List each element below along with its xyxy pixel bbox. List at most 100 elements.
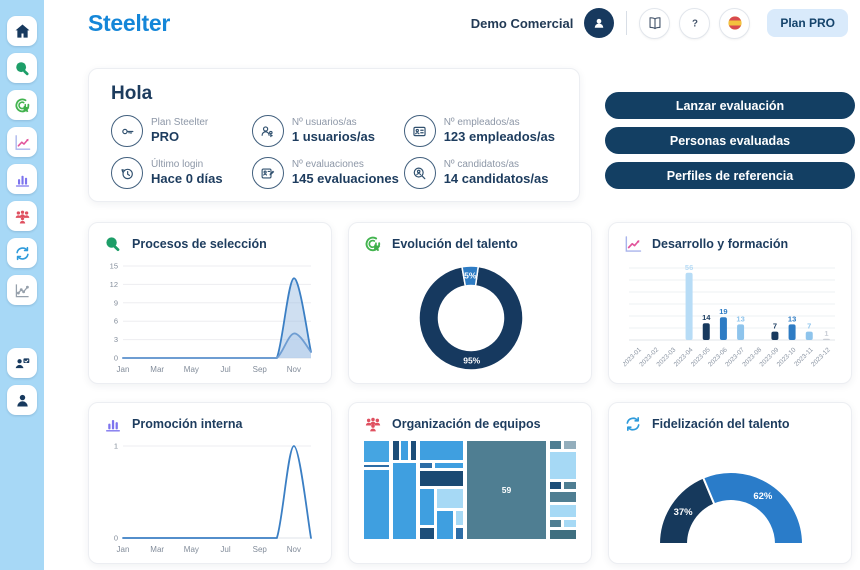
treemap-cell[interactable] (363, 469, 390, 540)
svg-text:1: 1 (114, 442, 118, 451)
stat-value: 123 empleados/as (443, 129, 555, 145)
treemap-cell[interactable] (548, 481, 562, 490)
chart-header: Organización de equipos (363, 414, 577, 434)
stat-label: Último login (151, 158, 204, 170)
action-button-2[interactable]: Personas evaluadas (605, 127, 855, 154)
treemap-cell[interactable] (548, 529, 577, 540)
key-icon (111, 115, 143, 147)
clock-icon (111, 157, 143, 189)
svg-text:May: May (184, 545, 199, 554)
svg-text:5%: 5% (464, 271, 477, 281)
analytics-line-icon (13, 281, 32, 300)
sidebar-item-promotion-bars[interactable] (7, 164, 37, 194)
treemap-cell[interactable] (436, 510, 454, 540)
treemap-cell[interactable] (400, 440, 409, 461)
loyalty-refresh-icon (13, 244, 32, 263)
treemap-cell[interactable] (419, 470, 465, 487)
user-avatar-button[interactable] (584, 8, 615, 38)
treemap-cell[interactable] (436, 488, 465, 509)
topbar: Steelter Demo Comercial ? Plan PRO (44, 0, 860, 46)
badge-icon (403, 115, 436, 147)
treemap-cell[interactable] (391, 462, 418, 540)
treemap-cell[interactable] (434, 462, 465, 469)
treemap-cell[interactable] (363, 464, 390, 468)
sidebar-item-home[interactable] (7, 16, 37, 46)
svg-text:Jan: Jan (117, 365, 130, 374)
treemap-cell[interactable] (548, 491, 577, 503)
treemap-cell[interactable] (454, 527, 465, 540)
stat-value: 145 evaluaciones (291, 171, 399, 187)
flag-es-icon (726, 14, 744, 32)
svg-text:37%: 37% (674, 507, 694, 518)
treemap-cell[interactable] (548, 451, 577, 480)
stat-label: Nº usuarios/as (291, 116, 357, 128)
chart-card-organizacion-de-equipos: Organización de equipos 59 (348, 402, 592, 564)
stat-value: 14 candidatos/as (443, 171, 549, 187)
sidebar-item-teams-people[interactable] (7, 201, 37, 231)
treemap-cell[interactable] (419, 440, 465, 461)
treemap-cell[interactable]: 59 (466, 440, 547, 540)
treemap-cell[interactable] (391, 440, 400, 461)
charts-grid: Procesos de selección 0 3 6 9 12 15 Jan Mar May Ju… (88, 222, 860, 564)
sidebar-item-candidate-presentation[interactable] (7, 348, 37, 378)
stat-value: Hace 0 días (151, 171, 223, 187)
sidebar-item-talent-evolution[interactable] (7, 90, 37, 120)
treemap-cell[interactable] (454, 510, 465, 526)
treemap-cell[interactable] (419, 527, 436, 540)
treemap-cell[interactable] (548, 440, 562, 450)
brand-logo: Steelter (88, 9, 170, 36)
sidebar-item-selection-search[interactable] (7, 53, 37, 83)
chart-title: Promoción interna (132, 417, 243, 431)
stat-key: Plan Steelter PRO (111, 115, 248, 147)
plan-pro-button[interactable]: Plan PRO (767, 9, 848, 37)
svg-text:14: 14 (702, 313, 711, 322)
chart-card-fidelizacion-del-talento: Fidelización del talento 37% 62% (608, 402, 852, 564)
talent-evolution-icon (13, 96, 32, 115)
guide-book-icon (646, 14, 664, 32)
flag-es-button[interactable] (719, 7, 751, 39)
sidebar-item-loyalty-refresh[interactable] (7, 238, 37, 268)
chart-bar: 2023-01 2023-02 2023-03 56 2023-04 14 2023-05 1… (623, 256, 837, 378)
treemap-cell[interactable] (548, 504, 577, 518)
chart-card-promocion-interna: Promoción interna 0 1 Jan Mar May Jul Sep Nov (88, 402, 332, 564)
sidebar-item-development-trend[interactable] (7, 127, 37, 157)
treemap-cell[interactable] (409, 440, 418, 461)
chart-title: Procesos de selección (132, 237, 267, 251)
sidebar-item-profile-person[interactable] (7, 385, 37, 415)
svg-text:May: May (184, 365, 199, 374)
help-button[interactable]: ? (679, 7, 711, 39)
chart-header: Procesos de selección (103, 234, 317, 254)
svg-text:7: 7 (807, 322, 811, 331)
treemap-cell[interactable] (562, 481, 577, 490)
svg-text:13: 13 (736, 314, 744, 323)
sidebar-item-analytics-line[interactable] (7, 275, 37, 305)
treemap-cell[interactable] (419, 462, 434, 469)
sidebar (0, 0, 44, 570)
talent-evolution-icon (363, 234, 383, 254)
svg-text:1: 1 (824, 329, 828, 338)
action-button-3[interactable]: Perfiles de referencia (605, 162, 855, 189)
quick-actions: Lanzar evaluación Personas evaluadas Perfi… (605, 68, 855, 202)
chart-donut: 95% 5% (363, 256, 577, 378)
chart-card-desarrollo-y-formacion: Desarrollo y formación 2023-01 2023-02 2023… (608, 222, 852, 384)
action-button-1[interactable]: Lanzar evaluación (605, 92, 855, 119)
treemap-cell[interactable] (562, 519, 577, 528)
user-avatar-icon (590, 14, 608, 32)
content: Steelter Demo Comercial ? Plan PRO Hola … (44, 0, 860, 570)
svg-text:2023-12: 2023-12 (810, 346, 832, 368)
svg-text:Sep: Sep (253, 545, 268, 554)
treemap-cell[interactable] (548, 519, 562, 528)
guide-book-button[interactable] (639, 7, 671, 39)
svg-text:Nov: Nov (287, 365, 301, 374)
selection-search-icon (103, 234, 123, 254)
svg-text:12: 12 (110, 280, 118, 289)
stat-label: Nº candidatos/as (443, 158, 520, 170)
chart-title: Fidelización del talento (652, 417, 790, 431)
teams-people-icon (13, 207, 32, 226)
stat-value: 1 usuarios/as (291, 129, 375, 145)
treemap-cell[interactable] (363, 440, 390, 463)
treemap-cell[interactable] (419, 488, 436, 526)
treemap-cell[interactable] (562, 440, 577, 450)
svg-text:?: ? (692, 18, 698, 29)
